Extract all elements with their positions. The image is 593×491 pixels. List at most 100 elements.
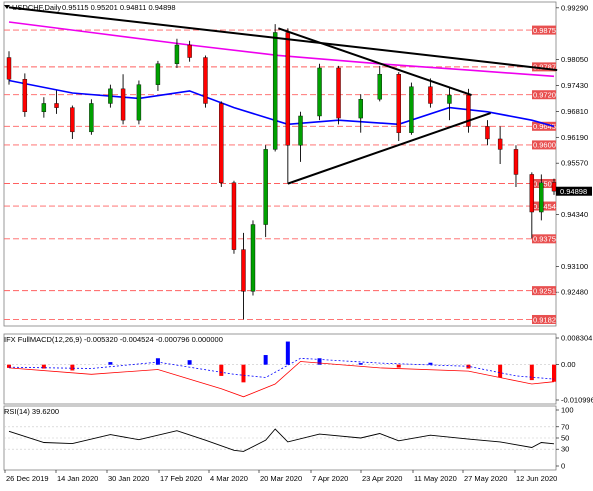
level-box	[532, 25, 556, 35]
level-label: 0.92517	[533, 286, 560, 295]
candle-body	[187, 44, 192, 58]
candle-body	[513, 149, 519, 175]
macd-histogram-bar	[41, 364, 46, 369]
candle-body	[219, 103, 224, 183]
time-tick-label: 14 Jan 2020	[57, 474, 98, 483]
candle-body	[447, 94, 452, 104]
ohlc-readout: 0.95115 0.95201 0.94811 0.94898	[62, 3, 176, 12]
level-label: 0.94543	[533, 202, 560, 211]
time-tick-label: 17 Feb 2020	[160, 474, 202, 483]
rsi-pane: 100 70 50 30 0	[3, 406, 574, 471]
level-box	[532, 121, 556, 131]
rsi-tick-label: 0	[561, 462, 565, 471]
level-box	[532, 234, 556, 244]
rsi-tick-label: 70	[561, 422, 569, 431]
price-tick-label: 0.94340	[561, 210, 588, 219]
level-label: 0.95083	[533, 179, 560, 188]
macd-histogram-bar	[187, 360, 192, 365]
candle-body	[136, 84, 142, 121]
candle-body	[203, 57, 208, 104]
level-box	[532, 62, 556, 72]
level-label: 0.98757	[533, 26, 560, 35]
time-tick-label: 27 May 2020	[464, 474, 507, 483]
macd-histogram-bar	[108, 362, 113, 365]
candle-body	[485, 126, 490, 140]
price-pane: 0.99290 0.98050 0.97430 0.96810 0.96190 0.955…	[3, 1, 592, 327]
current-price-box	[556, 186, 592, 196]
time-tick-label: 12 Jun 2020	[516, 474, 557, 483]
candle-body	[54, 103, 59, 108]
level-box	[532, 140, 556, 150]
chart-header: USDCHF,Daily 0.95115 0.95201 0.94811 0.9…	[4, 3, 176, 12]
level-box	[532, 201, 556, 211]
level-label: 0.96007	[533, 141, 560, 150]
macd-histogram-bar	[358, 363, 363, 365]
candle-body	[285, 32, 291, 146]
level-label: 0.96453	[533, 122, 560, 131]
level-label: 0.91826	[533, 315, 560, 324]
macd-histogram-bar	[466, 364, 471, 369]
rsi-tick-label: 30	[561, 445, 569, 454]
candle-body	[250, 224, 256, 292]
macd-histogram-bar	[428, 362, 433, 365]
candle-body	[241, 249, 246, 292]
candle-body	[497, 138, 503, 150]
macd-histogram-bar	[396, 364, 401, 368]
candle-body	[377, 74, 382, 100]
rsi-tick-label: 50	[561, 434, 569, 443]
macd-histogram-bar	[498, 364, 503, 378]
rsi-tick-label: 100	[561, 406, 574, 415]
candle-body	[22, 79, 28, 113]
time-tick-label: 11 May 2020	[414, 474, 457, 483]
price-tick-label: 0.93100	[561, 262, 588, 271]
time-tick-label: 23 Apr 2020	[362, 474, 402, 483]
candle-body	[551, 182, 557, 192]
rsi-line	[8, 428, 555, 452]
time-tick-label: 20 Mar 2020	[260, 474, 302, 483]
candle-body	[317, 67, 322, 117]
candle-body	[231, 182, 237, 250]
triangle-down-icon[interactable]	[4, 5, 10, 9]
macd-histogram-bar	[529, 364, 534, 381]
candle-body	[358, 99, 363, 119]
moving-average-blue	[8, 79, 555, 128]
macd-histogram-bar	[552, 364, 556, 382]
macd-histogram-bar	[241, 364, 246, 383]
candle-body	[466, 94, 471, 127]
level-label: 0.97209	[533, 91, 560, 100]
candle-body	[155, 63, 161, 85]
candle-body	[89, 103, 94, 133]
time-tick-label: 26 Dec 2019	[6, 474, 49, 483]
price-tick-label: 0.92480	[561, 288, 588, 297]
candle-body	[428, 86, 433, 104]
rsi-title: RSI(14) 39.6200	[4, 407, 59, 416]
moving-average-magenta	[8, 21, 555, 78]
price-frame	[3, 1, 557, 327]
candle-body	[539, 182, 544, 213]
macd-histogram-bar	[155, 358, 160, 365]
rsi-title-group: RSI(14) 39.6200	[4, 407, 59, 416]
price-tick-label: 0.96190	[561, 133, 588, 142]
candle-body	[263, 149, 268, 225]
level-box	[532, 178, 556, 188]
macd-signal-line	[8, 357, 555, 380]
price-tick-label: 0.98050	[561, 55, 588, 64]
level-label: 0.97876	[533, 63, 560, 72]
trendline-2	[278, 27, 472, 97]
macd-title-group: IFX FullMACD(12,26,9) -0.005320 -0.00452…	[4, 335, 223, 344]
price-tick-label: 0.97430	[561, 81, 588, 90]
macd-title: IFX FullMACD(12,26,9) -0.005320 -0.00452…	[4, 335, 223, 344]
candle-body	[120, 88, 126, 121]
macd-tick-label: -0.010996	[561, 396, 593, 405]
macd-histogram-bar	[317, 358, 322, 365]
level-box	[532, 90, 556, 100]
time-tick-label: 4 Mar 2020	[210, 474, 248, 483]
level-box	[532, 286, 556, 296]
macd-frame	[3, 333, 557, 405]
candle-body	[108, 88, 113, 104]
trendline-1	[8, 6, 558, 72]
macd-histogram-bar	[70, 364, 75, 371]
macd-tick-label: 0.008304	[561, 334, 592, 343]
